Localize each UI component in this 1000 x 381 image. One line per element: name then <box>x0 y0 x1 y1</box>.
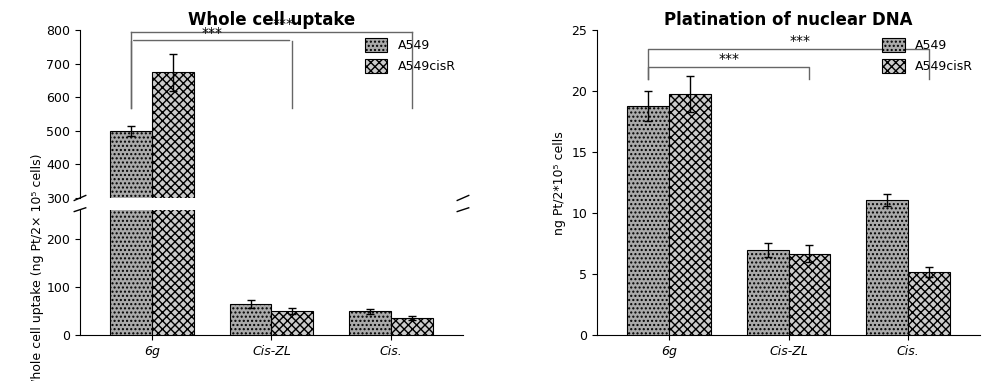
Bar <box>747 250 789 335</box>
Bar <box>230 304 271 335</box>
Bar <box>271 311 313 335</box>
Bar <box>271 282 313 298</box>
Bar <box>110 131 152 298</box>
Bar <box>866 200 908 335</box>
Title: Whole cell uptake: Whole cell uptake <box>188 11 355 29</box>
Y-axis label: ng Pt/2*10⁵ cells: ng Pt/2*10⁵ cells <box>553 131 566 235</box>
Text: ***: *** <box>201 26 222 40</box>
Text: ***: *** <box>273 18 294 32</box>
Y-axis label: Whole cell uptake (ng Pt/2× 10⁵ cells): Whole cell uptake (ng Pt/2× 10⁵ cells) <box>31 154 44 381</box>
Bar <box>152 9 194 335</box>
Bar <box>391 287 433 298</box>
Bar <box>669 94 711 335</box>
Bar <box>349 311 391 335</box>
Text: ***: *** <box>790 34 811 48</box>
Text: ***: *** <box>718 52 739 66</box>
Bar <box>627 106 669 335</box>
Bar <box>391 319 433 335</box>
Bar <box>152 72 194 298</box>
Bar <box>789 254 830 335</box>
Bar <box>349 282 391 298</box>
Bar <box>908 272 950 335</box>
Title: Platination of nuclear DNA: Platination of nuclear DNA <box>664 11 913 29</box>
Bar <box>230 277 271 298</box>
Legend: A549, A549cisR: A549, A549cisR <box>360 33 460 78</box>
Legend: A549, A549cisR: A549, A549cisR <box>877 33 978 78</box>
Bar <box>110 94 152 335</box>
